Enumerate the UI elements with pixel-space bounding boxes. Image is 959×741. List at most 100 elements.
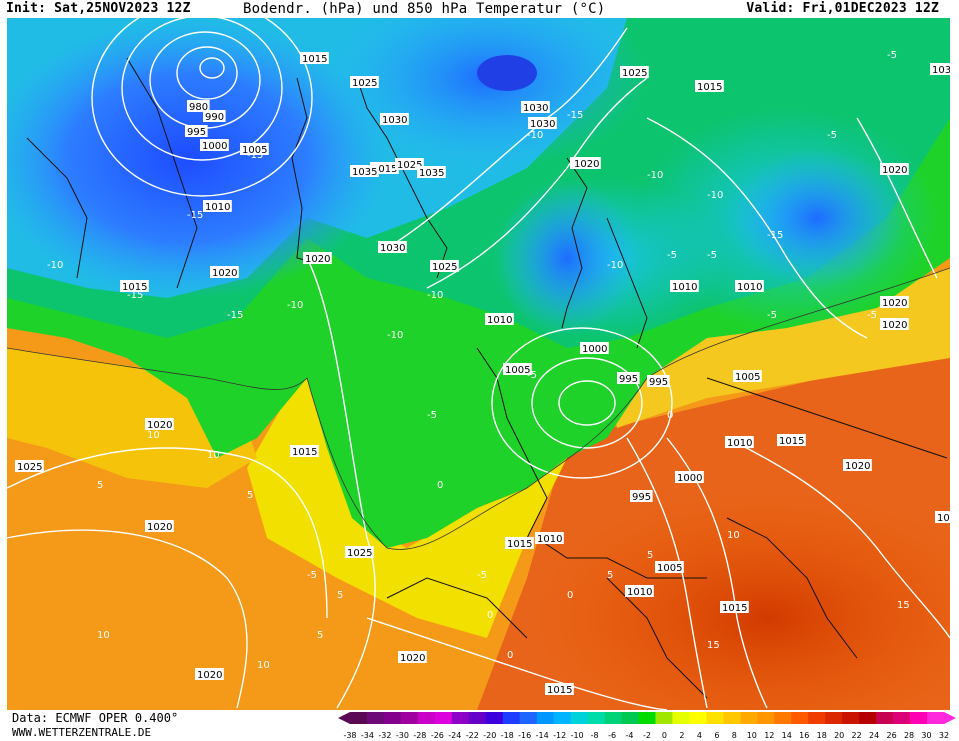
temp-label: -5 <box>477 570 487 581</box>
pressure-label-bg <box>620 66 649 78</box>
pressure-label-bg <box>725 436 754 448</box>
temp-label: -15 <box>767 230 783 241</box>
colorbar-swatch <box>825 712 843 724</box>
pressure-label-bg <box>777 434 806 446</box>
pressure-label-bg <box>485 313 514 325</box>
coast-canada <box>126 57 198 289</box>
pressure-label: 1010 <box>670 280 699 293</box>
temp-contour-0-e <box>646 267 950 379</box>
pressure-label-text: 1025 <box>397 160 422 171</box>
pressure-label: 1030 <box>930 63 950 76</box>
pressure-label-text: 1015 <box>779 436 804 447</box>
temp-label: 5 <box>607 570 613 581</box>
data-source: Data: ECMWF OPER 0.400° <box>12 711 179 725</box>
temp-label: -10 <box>707 190 723 201</box>
temp-label: -10 <box>387 330 403 341</box>
pressure-label-text: 1010 <box>672 282 697 293</box>
pressure-label: 995 <box>617 372 640 385</box>
colorbar-swatch <box>859 712 877 724</box>
pressure-label-text: 1035 <box>419 168 444 179</box>
pressure-label-bg <box>880 318 909 330</box>
pressure-label: 1010 <box>725 436 754 449</box>
colorbar-tick-label: -18 <box>501 731 514 740</box>
pressure-label-text: 1020 <box>305 254 330 265</box>
pressure-label: 1015 <box>120 280 149 293</box>
valid-time: Valid: Fri,01DEC2023 12Z <box>746 1 939 16</box>
colorbar-swatch <box>604 712 623 724</box>
pressure-label: 980 <box>187 100 210 113</box>
pressure-label: 1015 <box>695 80 724 93</box>
pressure-label-text: 1025 <box>622 68 647 79</box>
weather-map: -15 -10 -15 -15 -15 -10 -10 -5 -10 -15 -10 -15 -5 -5 -… <box>7 18 950 710</box>
pressure-label-bg <box>503 363 532 375</box>
coast-sweden <box>606 217 648 349</box>
isobar-1020-ne <box>856 117 938 279</box>
pressure-label-text: 1010 <box>737 282 762 293</box>
isobar-low-europe-3 <box>491 327 673 479</box>
temp-label: -5 <box>667 250 677 261</box>
pressure-label-bg <box>290 445 319 457</box>
pressure-label-text: 995 <box>649 377 668 388</box>
pressure-label-bg <box>930 63 950 75</box>
pressure-label-bg <box>185 125 208 137</box>
pressure-label-bg <box>398 651 427 663</box>
pressure-label-bg <box>395 158 424 170</box>
isobar-low-ring-4 <box>91 18 313 197</box>
pressure-label-text: 1015 <box>722 603 747 614</box>
pressure-label-text: 1010 <box>205 202 230 213</box>
pressure-label: 995 <box>185 125 208 138</box>
pressure-label: 1000 <box>675 471 704 484</box>
temp-contour-0-c <box>306 377 648 550</box>
pressure-label: 1010 <box>485 313 514 326</box>
colorbar-swatch <box>689 712 707 724</box>
pressure-label-text: 1025 <box>347 548 372 559</box>
pressure-label-bg <box>675 471 704 483</box>
pressure-label-text: 1015 <box>302 54 327 65</box>
temp-label: 10 <box>727 530 740 541</box>
pressure-label: 1030 <box>521 101 550 114</box>
pressure-label-text: 1025 <box>352 78 377 89</box>
pressure-label-bg <box>430 260 459 272</box>
pressure-label-text: 1005 <box>505 365 530 376</box>
pressure-label-bg <box>145 418 174 430</box>
colorbar-swatch <box>468 712 487 724</box>
temp-label: 0 <box>567 590 573 601</box>
pressure-label-text: 1020 <box>147 420 172 431</box>
pressure-label: 1020 <box>210 266 239 279</box>
colorbar-swatch <box>451 712 470 724</box>
pressure-label-bg <box>187 100 210 112</box>
temp-label: -10 <box>607 260 623 271</box>
temp-label: -10 <box>47 260 63 271</box>
pressure-label-bg <box>417 166 446 178</box>
colorbar-tick-label: -28 <box>413 731 426 740</box>
isobar-low-europe-2 <box>531 357 643 449</box>
cold-spot-arctic <box>477 55 537 91</box>
temp-label: -5 <box>827 130 837 141</box>
pressure-label-bg <box>350 76 379 88</box>
isobar-1020-a <box>306 257 376 709</box>
pressure-label: 1025 <box>345 546 374 559</box>
colorbar-swatch <box>553 712 572 724</box>
colorbar-swatch <box>723 712 741 724</box>
pressure-label-bg <box>203 110 226 122</box>
pressure-label: 1005 <box>503 363 532 376</box>
temp-label: 5 <box>97 480 103 491</box>
pressure-label-text: 1010 <box>537 534 562 545</box>
colorbar-swatch <box>672 712 690 724</box>
colorbar-arrow-right <box>944 712 956 724</box>
colorbar-arrow-left <box>338 712 350 724</box>
colorbar-tick-label: -20 <box>483 731 496 740</box>
colorbar-tick-label: 22 <box>852 731 862 740</box>
colorbar-tick-label: -8 <box>591 731 599 740</box>
isobar-1020-w <box>7 529 248 709</box>
colorbar-tick-label: 10 <box>747 731 757 740</box>
pressure-label-bg <box>15 460 44 472</box>
colorbar-tick-label: 2 <box>679 731 684 740</box>
pressure-label-text: 1020 <box>197 670 222 681</box>
pressure-label-text: 1025 <box>432 262 457 273</box>
temp-label: 10 <box>97 630 110 641</box>
coastlines <box>26 57 948 699</box>
pressure-label-text: 995 <box>619 374 638 385</box>
colorbar-swatch <box>910 712 928 724</box>
colorbar-swatch <box>893 712 911 724</box>
